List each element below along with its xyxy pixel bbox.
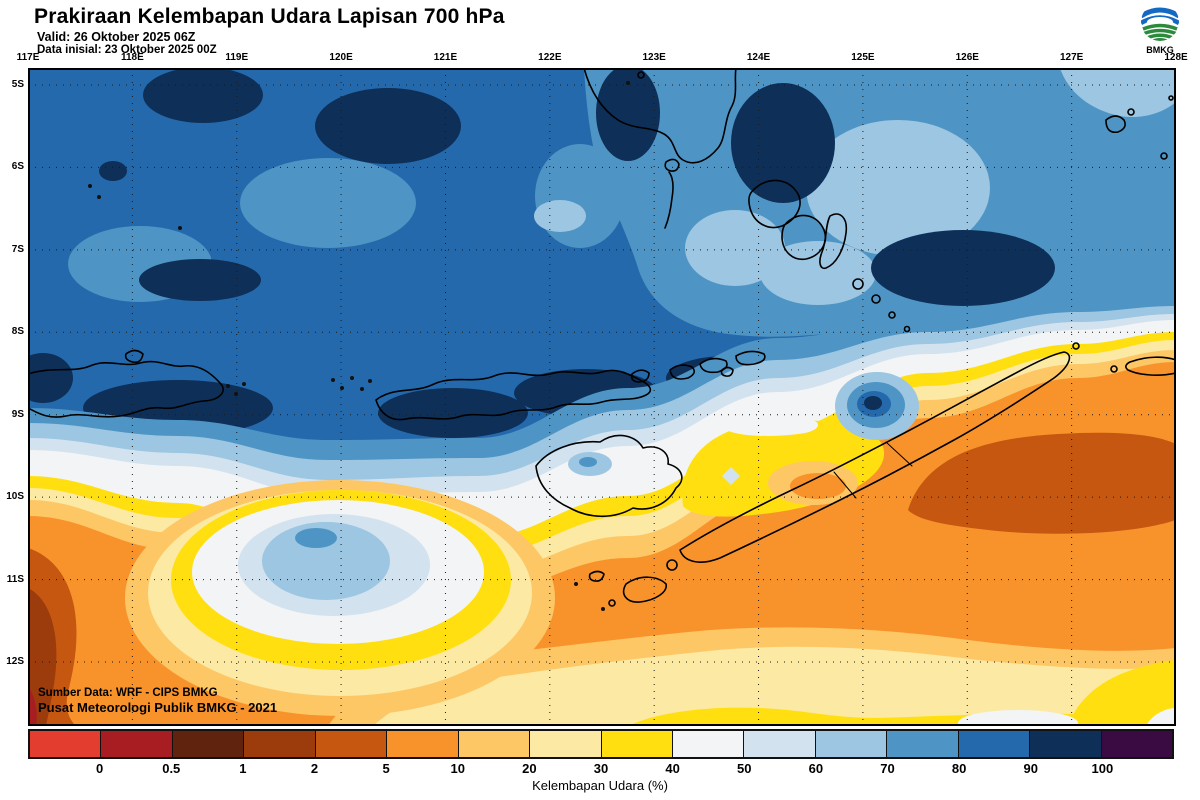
lon-tick-label: 124E [746,52,771,63]
lat-tick-label: 6S [11,161,24,173]
colorbar-tick-label: 0 [96,761,104,776]
colorbar-tick-label: 40 [665,761,680,776]
colorbar-tick-label: 60 [808,761,824,776]
colorbar-cell [887,731,959,757]
colorbar-cell [744,731,816,757]
lon-tick-label: 119E [225,52,249,63]
lon-tick-label: 118E [120,52,144,63]
source-credits: Sumber Data: WRF - CIPS BMKG Pusat Meteo… [38,686,277,717]
colorbar-tick-label: 80 [951,761,967,776]
lat-tick-label: 9S [11,408,24,420]
colorbar-cell [601,731,673,757]
lat-tick-label: 7S [11,243,24,255]
colorbar-tick-label: 90 [1023,761,1038,776]
bmkg-logo-icon [1141,3,1179,41]
colorbar-tick-label: 2 [310,761,319,776]
valid-datetime: Valid: 26 Oktober 2025 06Z [37,30,196,44]
colorbar-cell [387,731,459,757]
colorbar-tick-label: 70 [880,761,895,776]
lat-tick-label: 11S [6,573,24,585]
lon-tick-label: 117E [16,52,40,63]
humidity-field-south [28,372,1176,726]
colorbar-cell [101,731,173,757]
bmkg-logo: BMKG [1138,2,1182,55]
lon-tick-label: 120E [329,52,353,63]
lon-tick-label: 122E [538,52,562,63]
lon-tick-label: 127E [1059,52,1084,63]
colorbar-tick-label: 10 [450,761,465,776]
colorbar-tick-label: 5 [382,761,390,776]
lon-tick-label: 125E [851,52,875,63]
map-border [28,68,1176,726]
lat-tick-label: 12S [6,656,24,667]
colorbar-tick-label: 30 [593,761,609,776]
source-data-line: Sumber Data: WRF - CIPS BMKG [38,687,218,699]
lon-tick-label: 123E [642,52,666,63]
colorbar-cell [1101,731,1172,757]
colorbar-cell [458,731,531,757]
colorbar-cell [244,731,316,757]
lon-tick-label: 126E [955,52,979,63]
colorbar-tick-label: 100 [1091,761,1114,776]
colorbar-tick-label: 50 [737,761,752,776]
colorbar-cell [530,731,602,757]
colorbar-cell [30,731,102,757]
initial-datetime: Data inisial: 23 Oktober 2025 00Z [37,44,217,56]
bmkg-logo-label: BMKG [1146,45,1174,55]
lat-tick-label: 10S [6,491,24,503]
colorbar-cell [672,731,745,757]
colorbar-caption: Kelembapan Udara (%) [532,778,668,793]
source-org-line: Pusat Meteorologi Publik BMKG - 2021 [38,700,278,716]
lat-tick-label: 8S [11,326,24,338]
humidity-contour-map [28,68,1176,726]
lat-tick-label: 5S [11,79,24,90]
colorbar-cell [315,731,388,757]
lon-tick-label: 121E [433,52,458,63]
colorbar [28,729,1174,759]
colorbar-tick-label: 20 [522,761,537,776]
colorbar-cell [958,731,1031,757]
colorbar-tick-label: 1 [239,761,247,776]
colorbar-cell [815,731,888,757]
colorbar-cell [172,731,245,757]
page-title: Prakiraan Kelembapan Udara Lapisan 700 h… [34,5,505,28]
coastlines [28,68,1176,611]
colorbar-cell [1030,731,1102,757]
colorbar-tick-label: 0.5 [162,761,181,776]
lon-tick-label: 128E [1164,52,1188,63]
